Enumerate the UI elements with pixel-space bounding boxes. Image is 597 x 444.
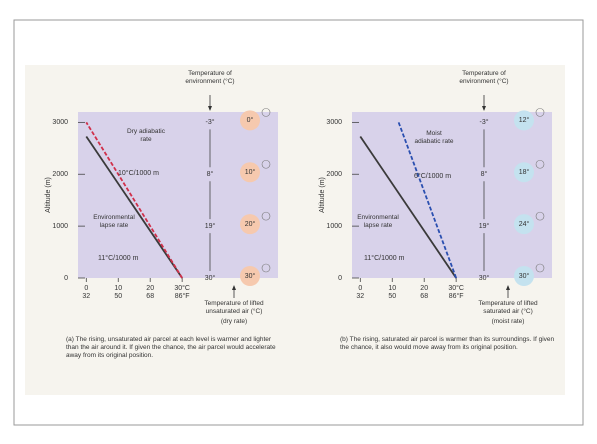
rate-label: 11°C/1000 m [98, 254, 139, 262]
caption: (a) The rising, unsaturated air parcel a… [66, 336, 284, 359]
environment-temp: 8° [481, 170, 488, 178]
x-tick-label: 0 [358, 285, 362, 292]
x-tick-label: 10 [114, 285, 122, 292]
environment-temp: 8° [207, 170, 214, 178]
series-label-box: Dry adiabatic rate [126, 128, 166, 158]
parcel-temp: 20° [245, 220, 256, 228]
parcel-note: (moist rate) [468, 318, 548, 326]
caption-box: (b) The rising, saturated air parcel is … [340, 336, 558, 386]
series-label: Environmental lapse rate [354, 214, 402, 230]
y-tick-label: 2000 [326, 171, 342, 178]
rate-label: 10°C/1000 m [118, 169, 159, 177]
environment-temp: -3° [479, 118, 488, 126]
x2-tick-label: 86°F [449, 292, 464, 300]
environment-title-box: Temperature of environment (°C) [175, 70, 245, 96]
parcel-temp: 30° [245, 272, 256, 280]
x2-tick-label: 32 [82, 293, 90, 300]
x2-tick-label: 68 [420, 293, 428, 300]
y-axis-label: Altitude (m) [45, 177, 52, 213]
environment-temp: -3° [205, 118, 214, 126]
x-tick-label: 10 [388, 285, 396, 292]
y-tick-label: 2000 [52, 171, 68, 178]
x-tick-label: 20 [420, 285, 428, 292]
environment-temp: 19° [205, 222, 216, 230]
environment-temp: 19° [479, 222, 490, 230]
x2-tick-label: 50 [388, 293, 396, 300]
environment-title-box: Temperature of environment (°C) [449, 70, 519, 96]
parcel-temp: 18° [519, 168, 530, 176]
series-label: Dry adiabatic rate [126, 128, 166, 144]
series-label-box: Environmental lapse rate [354, 214, 402, 244]
parcel-temp: 10° [245, 168, 256, 176]
x-tick-label: 20 [146, 285, 154, 292]
parcel-temp: 12° [519, 116, 530, 124]
parcel-title-box: Temperature of lifted saturated air (°C) [468, 300, 548, 320]
environment-temp: 30° [479, 274, 490, 282]
x2-tick-label: 32 [356, 293, 364, 300]
x-tick-label: 30°C [448, 284, 464, 292]
series-label-box: Moist adiabatic rate [414, 130, 454, 160]
plot-area [78, 112, 278, 278]
environment-temp: 30° [205, 274, 216, 282]
parcel-note-box: (moist rate) [468, 318, 548, 328]
series-label: Environmental lapse rate [90, 214, 138, 230]
environment-title: Temperature of environment (°C) [449, 70, 519, 86]
parcel-title-box: Temperature of lifted unsaturated air (°… [194, 300, 274, 320]
y-axis-label: Altitude (m) [319, 177, 326, 213]
figure: Altitude (m)01000200030000102030°C325068… [0, 0, 597, 444]
page: {"chart_data": [ {"type": "line", "y_lab… [0, 0, 597, 444]
parcel-title: Temperature of lifted saturated air (°C) [468, 300, 548, 316]
x2-tick-label: 86°F [175, 292, 190, 300]
x-tick-label: 30°C [174, 284, 190, 292]
parcel-temp: 24° [519, 220, 530, 228]
y-tick-label: 0 [338, 275, 342, 282]
y-tick-label: 1000 [52, 223, 68, 230]
rate-label: 11°C/1000 m [364, 254, 405, 262]
x-tick-label: 0 [84, 285, 88, 292]
caption: (b) The rising, saturated air parcel is … [340, 336, 558, 352]
parcel-note: (dry rate) [194, 318, 274, 326]
caption-box: (a) The rising, unsaturated air parcel a… [66, 336, 284, 386]
y-tick-label: 1000 [326, 223, 342, 230]
y-tick-label: 3000 [326, 119, 342, 126]
environment-title: Temperature of environment (°C) [175, 70, 245, 86]
series-label: Moist adiabatic rate [414, 130, 454, 146]
parcel-temp: 0° [247, 116, 254, 124]
y-tick-label: 3000 [52, 119, 68, 126]
x2-tick-label: 68 [146, 293, 154, 300]
x2-tick-label: 50 [114, 293, 122, 300]
rate-label: 6°C/1000 m [414, 172, 451, 180]
y-tick-label: 0 [64, 275, 68, 282]
parcel-title: Temperature of lifted unsaturated air (°… [194, 300, 274, 316]
parcel-note-box: (dry rate) [194, 318, 274, 328]
parcel-temp: 30° [519, 272, 530, 280]
series-label-box: Environmental lapse rate [90, 214, 138, 244]
